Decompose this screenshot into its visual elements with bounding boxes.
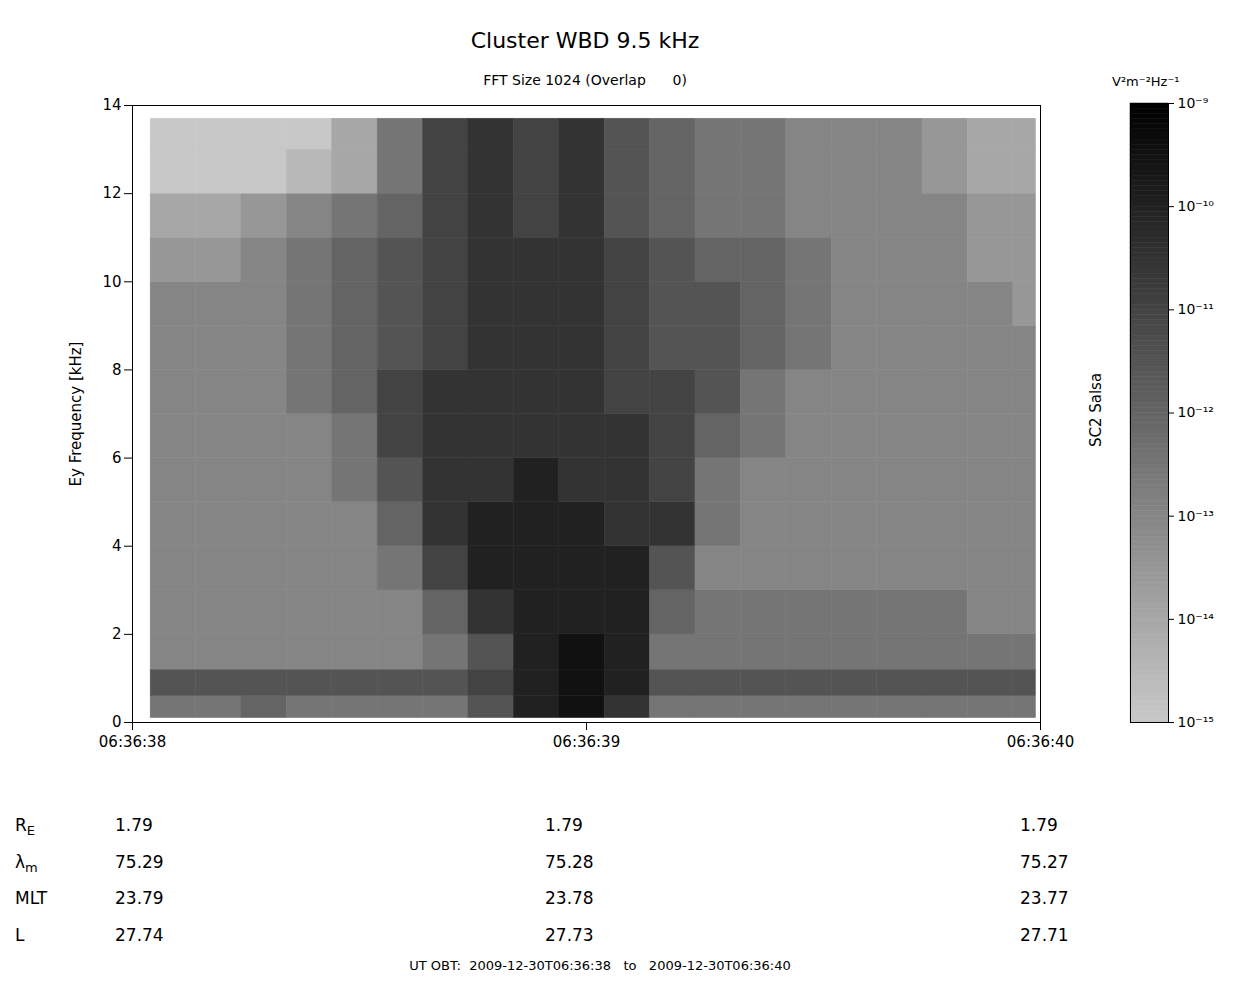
html-text:1.79: 1.79: [1020, 815, 1058, 835]
html-text:27.73: 27.73: [545, 925, 594, 945]
html-text:75.27: 75.27: [1020, 852, 1069, 872]
svg-text:12: 12: [102, 184, 121, 202]
html-text:Cluster WBD 9.5 kHz: Cluster WBD 9.5 kHz: [470, 28, 700, 53]
html-text:MLT: MLT: [15, 888, 48, 908]
html-text:23.77: 23.77: [1020, 888, 1069, 908]
svg-text:14: 14: [102, 96, 121, 114]
svg-text:0: 0: [112, 713, 122, 731]
html-text:27.74: 27.74: [115, 925, 164, 945]
html-text:FFT Size 1024 (Overlap 0): FFT Size 1024 (Overlap 0): [483, 72, 687, 88]
svg-text:06:36:38: 06:36:38: [99, 733, 166, 751]
html-text:23.78: 23.78: [545, 888, 594, 908]
svg-text:10⁻⁹: 10⁻⁹: [1178, 95, 1209, 111]
svg-text:2: 2: [112, 625, 122, 643]
svg-text:06:36:39: 06:36:39: [553, 733, 620, 751]
html-text:λm: λm: [15, 852, 38, 876]
html-text:V²m⁻²Hz⁻¹: V²m⁻²Hz⁻¹: [1112, 74, 1180, 89]
html-text:L: L: [15, 925, 25, 945]
html-text:1.79: 1.79: [115, 815, 153, 835]
svg-text:10⁻¹³: 10⁻¹³: [1178, 508, 1214, 524]
svg-text:10⁻¹⁵: 10⁻¹⁵: [1178, 714, 1214, 730]
svg-text:10⁻¹⁰: 10⁻¹⁰: [1178, 198, 1215, 214]
html-text:1.79: 1.79: [545, 815, 583, 835]
svg-text:4: 4: [112, 537, 122, 555]
html-text:SC2 Salsa: SC2 Salsa: [1087, 372, 1105, 448]
svg-text:10⁻¹²: 10⁻¹²: [1178, 404, 1214, 420]
svg-text:10⁻¹¹: 10⁻¹¹: [1178, 301, 1214, 317]
svg-text:6: 6: [112, 449, 122, 467]
html-text:27.71: 27.71: [1020, 925, 1069, 945]
svg-text:06:36:40: 06:36:40: [1007, 733, 1074, 751]
svg-text:8: 8: [112, 361, 122, 379]
html-text:23.79: 23.79: [115, 888, 164, 908]
html-text:75.28: 75.28: [545, 852, 594, 872]
html-text:75.29: 75.29: [115, 852, 164, 872]
svg-text:10⁻¹⁴: 10⁻¹⁴: [1178, 611, 1215, 627]
html-text:UT OBT: 2009-12-30T06:36:38 to: UT OBT: 2009-12-30T06:36:38 to 2009-12-3…: [409, 958, 791, 973]
svg-text:10: 10: [102, 273, 121, 291]
html-text:RE: RE: [15, 815, 35, 839]
svg-text:Ey Frequency [kHz]: Ey Frequency [kHz]: [67, 342, 85, 487]
